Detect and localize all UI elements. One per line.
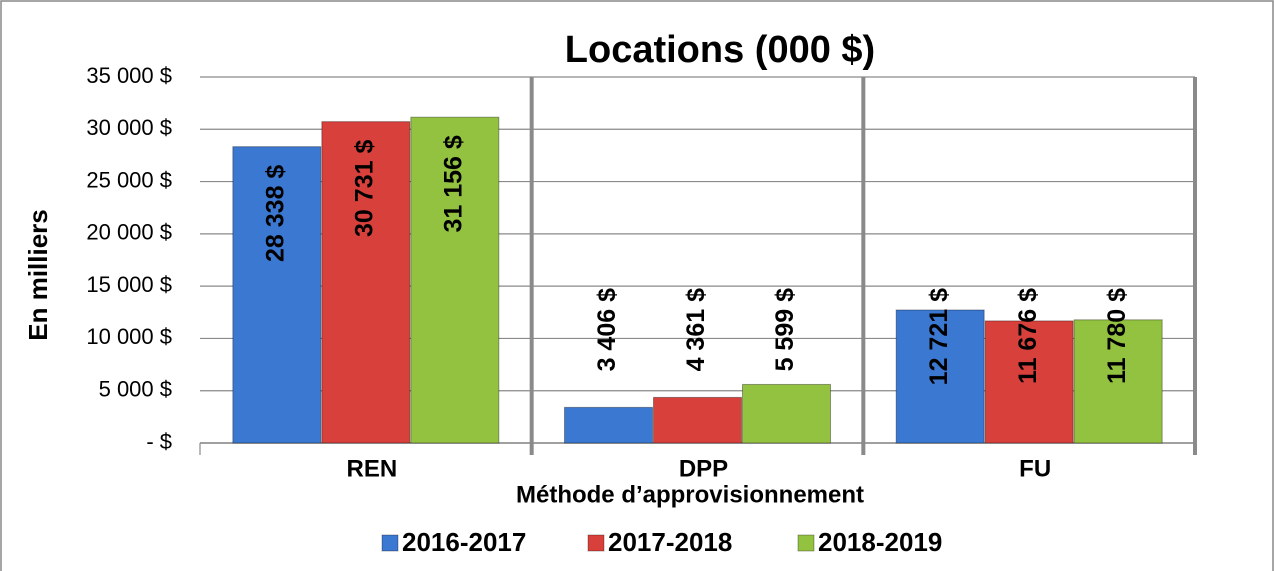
legend-swatch	[381, 534, 399, 552]
y-tick-label: 15 000 $	[86, 272, 172, 297]
legend-swatch	[797, 534, 815, 552]
bar	[564, 406, 653, 444]
data-label: 30 731 $	[350, 140, 378, 237]
y-tick-label: 5 000 $	[99, 377, 172, 402]
data-label: 28 338 $	[261, 165, 289, 262]
x-axis-title: Méthode d’approvisionnement	[516, 481, 864, 508]
legend-label: 2018-2019	[818, 527, 942, 557]
bar	[410, 116, 500, 444]
legend-label: 2017-2018	[608, 527, 732, 557]
bar	[742, 383, 831, 444]
data-label: 3 406 $	[593, 288, 621, 372]
y-axis-title: En milliers	[23, 209, 53, 341]
x-tick-label: REN	[346, 455, 397, 482]
bar	[653, 396, 742, 444]
bar	[232, 146, 322, 444]
data-label: 11 676 $	[1014, 288, 1042, 384]
legend-swatch	[587, 534, 605, 552]
x-tick-label: FU	[1019, 455, 1051, 482]
legend-label: 2016-2017	[402, 527, 526, 557]
data-label: 12 721 $	[925, 288, 953, 385]
y-tick-label: 30 000 $	[86, 115, 172, 140]
data-label: 11 780 $	[1103, 288, 1131, 384]
chart-title: Locations (000 $)	[565, 29, 875, 71]
data-label: 31 156 $	[439, 135, 467, 232]
bar	[984, 320, 1074, 444]
data-label: 5 599 $	[771, 288, 799, 372]
bar	[895, 309, 985, 444]
data-label: 4 361 $	[682, 288, 710, 372]
y-tick-label: 35 000 $	[86, 63, 172, 88]
y-tick-label: 10 000 $	[86, 324, 172, 349]
y-tick-label: - $	[146, 429, 172, 454]
y-tick-label: 25 000 $	[86, 167, 172, 192]
y-tick-label: 20 000 $	[86, 220, 172, 245]
x-tick-label: DPP	[679, 455, 728, 482]
bar	[321, 121, 411, 444]
bar	[1073, 319, 1163, 444]
